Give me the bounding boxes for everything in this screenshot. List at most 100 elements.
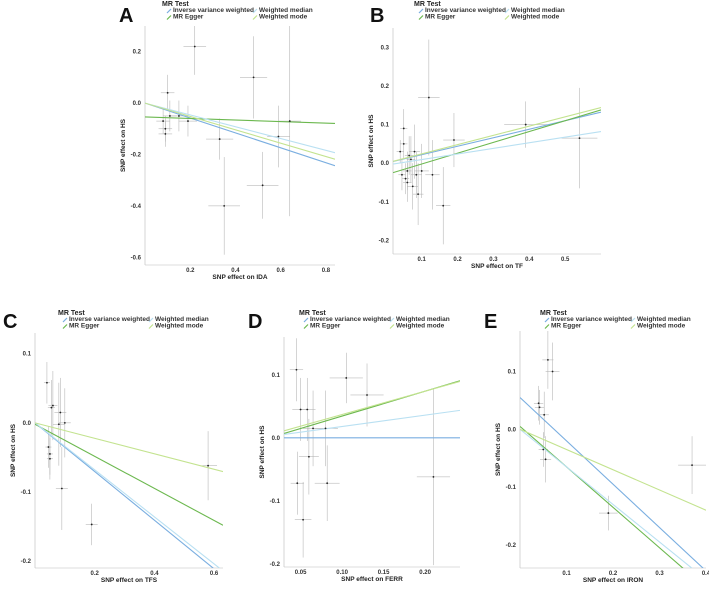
y-tick-label: 0.0 (272, 436, 281, 442)
x-axis-label: SNP effect on TF (471, 263, 523, 270)
legend-swatch-mode (252, 15, 258, 20)
data-point (164, 133, 167, 135)
data-point (299, 408, 302, 411)
y-tick-label: -0.2 (379, 238, 390, 244)
y-tick-label: -0.1 (379, 200, 390, 206)
data-point (63, 421, 66, 424)
data-point (543, 413, 546, 416)
legend-title: MR Test (414, 1, 441, 8)
plot-area (520, 331, 706, 568)
regression-line-mode (35, 422, 223, 473)
y-axis-label: SNP effect on HS (495, 422, 502, 476)
data-point (178, 115, 180, 117)
legend-swatch-median (148, 317, 154, 323)
legend-label-mode: Weighted mode (396, 323, 445, 330)
regression-line-median (145, 102, 335, 154)
legend-swatch-egger (303, 324, 309, 329)
data-point (453, 139, 455, 141)
data-point (306, 408, 309, 411)
data-point (578, 137, 581, 140)
data-point (47, 446, 50, 448)
data-point (547, 359, 549, 361)
legend-swatch-ivw (166, 8, 172, 14)
legend-label-egger: MR Egger (551, 323, 582, 330)
data-point (402, 142, 405, 145)
data-point (538, 406, 541, 409)
x-tick-label: 0.3 (655, 571, 664, 577)
plot-area (393, 39, 601, 245)
legend-swatch-mode (148, 324, 154, 329)
x-tick-label: 0.3 (489, 257, 498, 263)
legend-swatch-ivw (544, 317, 550, 323)
y-tick-label: 0.1 (381, 123, 390, 129)
data-point (420, 170, 423, 172)
data-point (187, 120, 189, 122)
regression-line-egger (35, 423, 223, 526)
y-tick-label: 0.0 (23, 421, 32, 427)
data-point (59, 411, 62, 414)
x-tick-label: 0.2 (609, 571, 618, 577)
y-tick-label: -0.2 (506, 543, 517, 549)
data-point (277, 135, 280, 138)
legend-label-mode: Weighted mode (637, 323, 686, 330)
legend-label-median: Weighted median (396, 316, 450, 323)
data-point (288, 120, 291, 122)
y-tick-label: 0.1 (508, 369, 517, 375)
regression-line-egger (393, 109, 601, 174)
x-tick-label: 0.20 (419, 570, 431, 576)
data-point (408, 154, 411, 157)
legend-label-ivw: Inverse variance weighted (425, 7, 506, 14)
legend-swatch-egger (166, 15, 172, 20)
regression-line-ivw (35, 422, 214, 568)
panel-label: B (370, 5, 384, 27)
legend-swatch-mode (504, 15, 510, 20)
legend-swatch-median (504, 8, 510, 14)
data-point (442, 204, 445, 207)
y-tick-label: 0.2 (381, 84, 390, 90)
y-tick-label: 0.1 (23, 352, 32, 358)
data-point (406, 170, 409, 172)
data-point (207, 464, 209, 467)
y-tick-label: -0.4 (131, 204, 142, 210)
data-point (168, 115, 171, 117)
regression-line-median (520, 428, 693, 568)
x-axis-label: SNP effect on IRON (583, 577, 644, 584)
legend-label-ivw: Inverse variance weighted (310, 316, 391, 323)
x-tick-label: 0.2 (453, 257, 462, 263)
legend-swatch-egger (544, 324, 550, 329)
x-tick-label: 0.2 (91, 571, 100, 577)
data-point (432, 475, 435, 478)
legend-title: MR Test (540, 310, 567, 317)
data-point (57, 423, 60, 426)
legend-label-median: Weighted median (637, 316, 691, 323)
legend-label-egger: MR Egger (310, 323, 341, 330)
data-point (326, 482, 329, 485)
x-tick-label: 0.2 (186, 268, 195, 274)
legend-swatch-ivw (62, 317, 68, 323)
y-tick-label: 0.0 (508, 427, 517, 433)
regression-line-mode (520, 428, 706, 511)
data-point (49, 453, 51, 455)
regression-line-ivw (145, 102, 335, 167)
regression-line-median (35, 422, 221, 568)
regression-line-ivw (520, 397, 704, 568)
data-point (607, 512, 610, 514)
data-point (415, 173, 418, 176)
regression-line-egger (520, 425, 684, 568)
data-point (162, 120, 164, 122)
legend-label-median: Weighted median (259, 7, 313, 14)
legend-swatch-egger (418, 15, 424, 20)
plot-area (284, 338, 460, 566)
y-tick-label: -0.2 (270, 562, 281, 568)
legend-label-ivw: Inverse variance weighted (551, 316, 632, 323)
